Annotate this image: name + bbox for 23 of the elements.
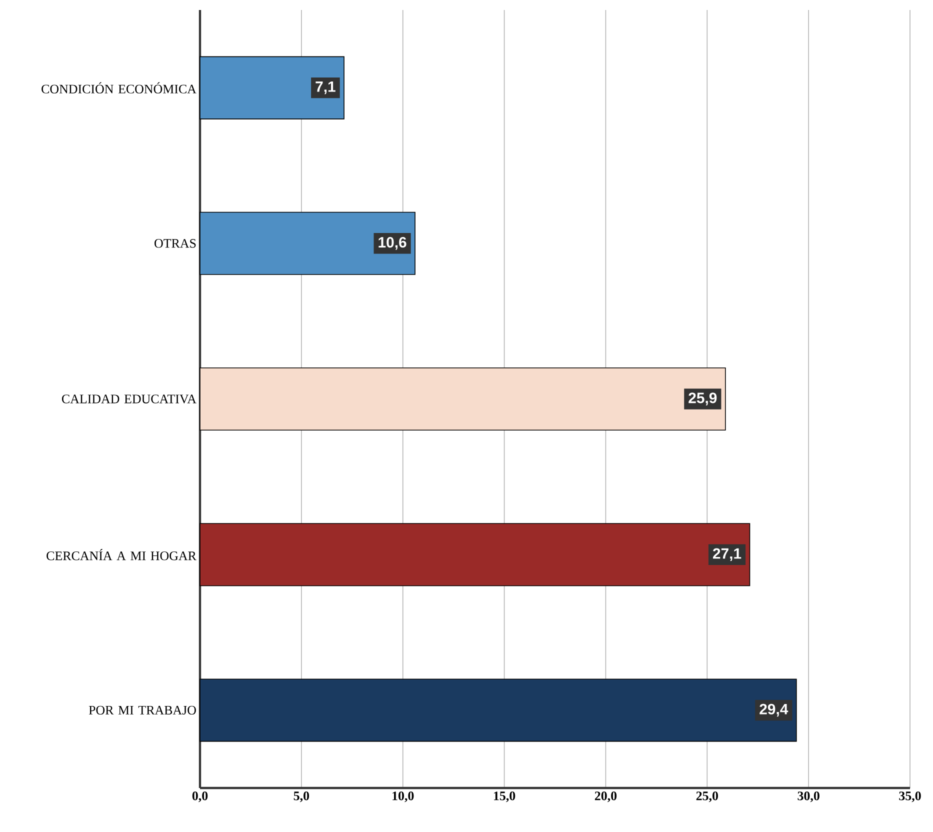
y-tick-label: CERCANÍA A MI HOGAR — [46, 548, 196, 560]
x-tick-label: 15,0 — [494, 792, 516, 802]
x-tick-label: 20,0 — [594, 792, 617, 802]
data-label: 7,1 — [316, 82, 336, 94]
data-label: 27,1 — [712, 548, 742, 561]
x-tick-label: 25,0 — [696, 792, 718, 802]
data-label: 29,4 — [760, 704, 788, 717]
data-label: 10,6 — [378, 237, 406, 250]
y-tick-label: OTRAS — [154, 239, 196, 248]
y-tick-label: POR MI TRABAJO — [88, 706, 196, 715]
data-label: 25,9 — [688, 392, 717, 406]
x-tick-label: 5,0 — [294, 792, 310, 802]
y-tick-label: CONDICIÓN ECONÓMICA — [42, 82, 196, 94]
x-tick-label: 35,0 — [899, 792, 921, 802]
bar — [200, 212, 416, 275]
bar — [200, 56, 344, 120]
x-tick-label: 10,0 — [392, 792, 414, 802]
y-tick-label: CALIDAD EDUCATIVA — [62, 394, 196, 404]
x-tick-label: 30,0 — [798, 792, 820, 802]
bar — [200, 523, 750, 586]
bar — [200, 367, 726, 431]
x-tick-label: 0,0 — [192, 792, 208, 802]
bar — [200, 678, 797, 742]
